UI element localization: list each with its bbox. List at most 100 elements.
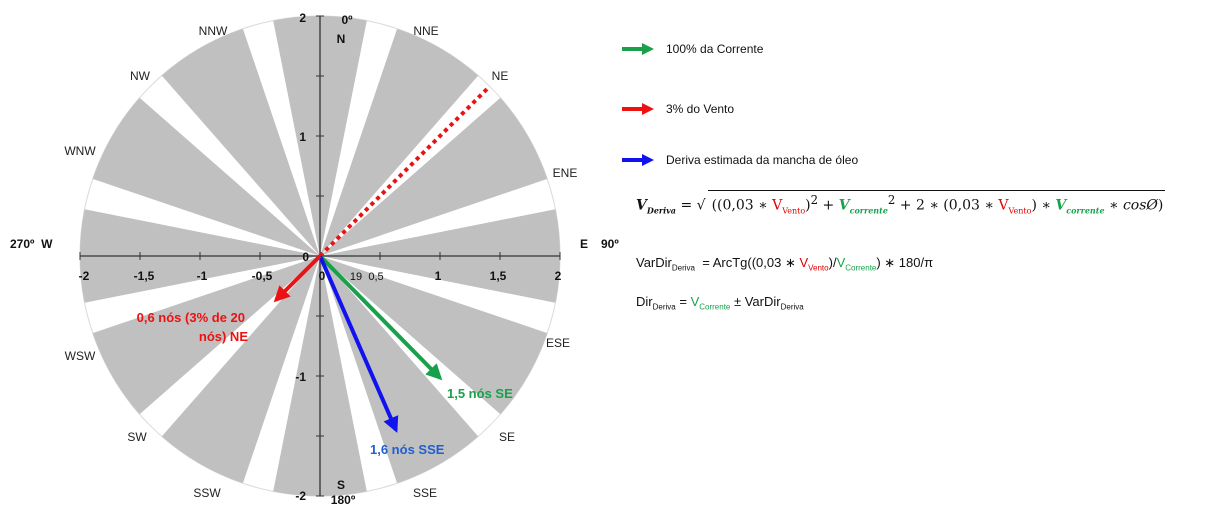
x-tick-label: -1,5 [134, 269, 155, 283]
eq-subscript: Vento [782, 206, 806, 216]
eq-text: ± VarDir [730, 294, 781, 309]
x-tick-label: -1 [197, 269, 208, 283]
sqrt-icon: √ [696, 197, 706, 214]
label-sse: SSE [413, 486, 437, 500]
legend-current: 100% da Corrente [622, 42, 763, 56]
equation-v-deriva: VDeriva = √ ((0,03 ∗ VVento)2 + Vcorrente… [636, 190, 1166, 216]
wind-arrow [273, 254, 322, 303]
eq-subscript: Vento [808, 263, 829, 273]
x-tick-label: 0,5 [368, 271, 383, 283]
x-tick-label: 2 [555, 269, 562, 283]
west-label: 270º W [10, 237, 53, 251]
eq-symbol: V [998, 197, 1009, 214]
south-label: S [337, 478, 345, 492]
north-degree: 0º [341, 13, 353, 27]
label-ene: ENE [553, 166, 578, 180]
east-degree: 90º [601, 237, 619, 251]
eq-superscript: 2 [887, 193, 896, 207]
eq-symbol: V [799, 255, 809, 270]
rose-sector [161, 28, 320, 257]
eq-text: = [675, 294, 691, 309]
eq-subscript: Corrente [845, 263, 877, 273]
eq-subscript: corrente [1066, 205, 1105, 216]
x-tick-label: 1,5 [490, 269, 507, 283]
rose-sectors [79, 15, 561, 497]
y-tick-label: 1 [299, 130, 306, 144]
x-tick-label: -0,5 [252, 269, 273, 283]
eq-symbol: V [1055, 197, 1067, 214]
label-ssw: SSW [193, 486, 221, 500]
equation-vardir: VarDirDeriva = ArcTg((0,03 ∗ VVento)/VCo… [636, 255, 933, 273]
eq-text: = ArcTg((0,03 ∗ [695, 255, 800, 270]
eq-subscript: Deriva [646, 205, 676, 216]
eq-superscript: 2 [810, 193, 819, 207]
eq-subscript: Deriva [671, 263, 695, 273]
y-tick-label: -1 [295, 370, 306, 384]
equation-dir: DirDeriva = VCorrente ± VarDirDeriva [636, 294, 804, 312]
label-wnw: WNW [64, 144, 96, 158]
eq-symbol: V [636, 197, 647, 214]
label-se: SE [499, 430, 515, 444]
drift-annotation: 1,6 nós SSE [370, 442, 445, 457]
rose-sector [320, 97, 548, 256]
direction-labels: NNW NNE NW NE WNW ENE WSW ESE SW SE SSW … [64, 24, 577, 500]
label-nnw: NNW [199, 24, 228, 38]
eq-symbol: V [836, 255, 846, 270]
red-arrow-icon [622, 103, 654, 115]
cardinal-labels: 0º N S 180º 270º W E 90º [10, 13, 619, 506]
eq-text: + 2 ∗ (0,03 ∗ [895, 197, 999, 214]
y-tick-labels: 2 1 0 -1 -2 [295, 11, 309, 503]
eq-text: + [818, 197, 839, 214]
eq-text: Dir [636, 294, 653, 309]
eq-symbol: V [772, 197, 783, 214]
east-label: E [580, 237, 588, 251]
eq-text: ((0,03 ∗ [711, 197, 773, 214]
rose-sector [92, 97, 320, 256]
legend-drift: Deriva estimada da mancha de óleo [622, 153, 858, 167]
green-arrow-icon [622, 43, 654, 55]
rose-sector [161, 256, 320, 484]
eq-subscript: Deriva [652, 302, 676, 312]
eq-text: VarDir [636, 255, 672, 270]
label-nne: NNE [413, 24, 438, 38]
current-annotation: 1,5 nós SE [447, 386, 513, 401]
wind-rose-diagram: -2 -1,5 -1 -0,5 0 0,5 1 1,5 2 19 2 1 0 -… [10, 11, 619, 506]
label-wsw: WSW [65, 349, 96, 363]
eq-symbol: V [838, 197, 850, 214]
eq-text: = [676, 197, 697, 214]
current-arrow [318, 254, 443, 381]
radicand: ((0,03 ∗ VVento)2 + Vcorrente2 + 2 ∗ (0,… [707, 190, 1166, 216]
eq-text: ) [805, 197, 811, 214]
label-sw: SW [127, 430, 147, 444]
legend-wind-label: 3% do Vento [666, 102, 735, 116]
eq-subscript: Corrente [699, 302, 731, 312]
south-degree: 180º [331, 493, 356, 506]
wind-annotation-line1: 0,6 nós (3% de 20 [137, 310, 245, 325]
rose-sector [320, 28, 479, 257]
x-tick-label: 1 [435, 269, 442, 283]
eq-subscript: Vento [1008, 206, 1032, 216]
rose-sector [92, 256, 320, 415]
y-tick-label: -2 [295, 489, 306, 503]
eq-text: ∗ [1104, 197, 1123, 214]
legend-drift-label: Deriva estimada da mancha de óleo [666, 153, 859, 167]
eq-text: ) ∗ 180/π [876, 255, 934, 270]
y-tick-label: 2 [299, 11, 306, 25]
rose-sector [320, 256, 479, 484]
north-label: N [337, 32, 346, 46]
label-ese: ESE [546, 336, 570, 350]
y-tick-label: 0 [302, 250, 309, 264]
blue-arrow-icon [622, 154, 654, 166]
eq-text: ) ∗ [1031, 197, 1056, 214]
eq-text: )/ [828, 255, 837, 270]
rose-sector [320, 256, 548, 415]
label-nw: NW [130, 69, 151, 83]
wind-annotation-line2: nós) NE [199, 329, 248, 344]
eq-subscript: corrente [849, 205, 888, 216]
label-ne: NE [492, 69, 509, 83]
x-tick-label: -2 [79, 269, 90, 283]
x-tick-labels: -2 -1,5 -1 -0,5 0 0,5 1 1,5 2 19 [79, 269, 562, 283]
stray-label: 19 [350, 271, 362, 283]
eq-text: cosØ [1122, 197, 1158, 214]
legend-wind: 3% do Vento [622, 102, 734, 116]
